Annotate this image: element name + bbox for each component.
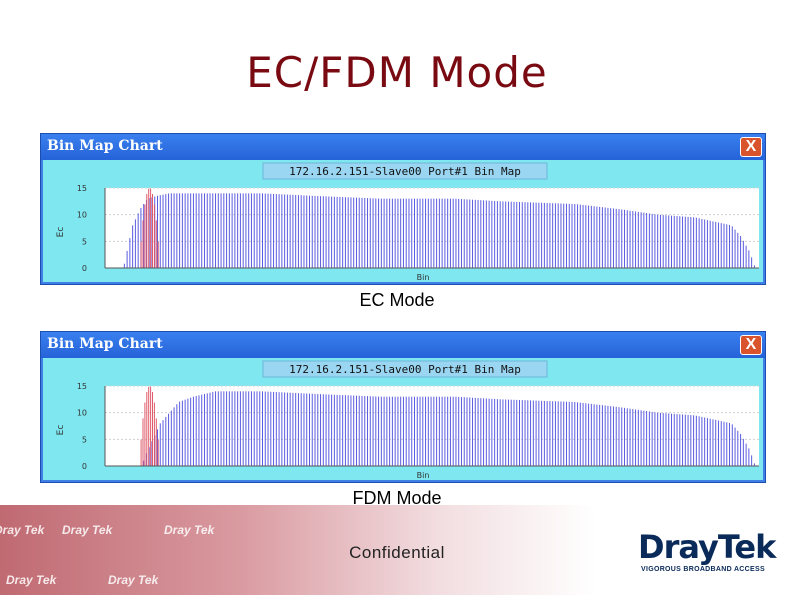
y-tick-label: 0 — [82, 462, 87, 471]
downstream-series — [123, 193, 755, 268]
footer-band: Dray Tek Dray Tek Dray Tek Dray Tek Dray… — [0, 505, 794, 595]
caption-fdm-mode: FDM Mode — [352, 488, 442, 508]
y-tick-label: 10 — [77, 211, 87, 220]
bin-map-chart-window-ec: Bin Map Chart X 172.16.2.151-Slave00 Por… — [40, 133, 766, 285]
window-titlebar: Bin Map Chart X — [41, 134, 765, 160]
plot-area — [105, 188, 759, 268]
downstream-series — [143, 391, 755, 466]
chart-title: 172.16.2.151-Slave00 Port#1 Bin Map — [289, 363, 521, 376]
y-tick-label: 5 — [82, 435, 87, 444]
upstream-series — [140, 386, 159, 466]
footer-mini-logo: Dray Tek — [6, 573, 57, 587]
footer-mini-logo: Dray Tek — [108, 573, 159, 587]
chart-title-band — [262, 162, 548, 180]
chart-title-band — [262, 360, 548, 378]
draytek-tagline: VIGOROUS BROADBAND ACCESS — [641, 566, 765, 573]
x-axis-label: Bin — [417, 471, 430, 480]
footer-mini-logo: Dray Tek — [62, 523, 113, 537]
y-tick-label: 15 — [77, 382, 87, 391]
y-tick-label: 5 — [82, 237, 87, 246]
upstream-series — [140, 188, 159, 268]
chart-area: 172.16.2.151-Slave00 Port#1 Bin Map 0 5 10 1… — [43, 358, 763, 480]
y-tick-label: 0 — [82, 264, 87, 273]
y-axis-label: Ec — [56, 227, 66, 238]
bin-map-chart-fdm: 172.16.2.151-Slave00 Port#1 Bin Map 0 5 10 1… — [56, 360, 759, 480]
window-title: Bin Map Chart — [47, 138, 163, 154]
x-axis-label: Bin — [417, 273, 430, 282]
close-icon[interactable]: X — [740, 335, 762, 355]
chart-area: 172.16.2.151-Slave00 Port#1 Bin Map 0 5 10 1… — [43, 160, 763, 282]
footer-mini-logo: Dray Tek — [164, 523, 215, 537]
caption-ec-mode: EC Mode — [359, 290, 435, 310]
draytek-logo: DrayTek — [638, 528, 776, 566]
y-tick-label: 15 — [77, 184, 87, 193]
close-icon[interactable]: X — [740, 137, 762, 157]
y-tick-label: 10 — [77, 409, 87, 418]
window-titlebar: Bin Map Chart X — [41, 332, 765, 358]
confidential-label: Confidential — [349, 543, 445, 562]
slide-title: EC/FDM Mode — [246, 48, 548, 97]
chart-title: 172.16.2.151-Slave00 Port#1 Bin Map — [289, 165, 521, 178]
y-axis-label: Ec — [56, 425, 66, 436]
footer-mini-logo: Dray Tek — [0, 523, 45, 537]
window-title: Bin Map Chart — [47, 336, 163, 352]
bin-map-chart-ec: 172.16.2.151-Slave00 Port#1 Bin Map 0 5 10 1… — [56, 162, 759, 282]
plot-area — [105, 386, 759, 466]
bin-map-chart-window-fdm: Bin Map Chart X 172.16.2.151-Slave00 Por… — [40, 331, 766, 483]
